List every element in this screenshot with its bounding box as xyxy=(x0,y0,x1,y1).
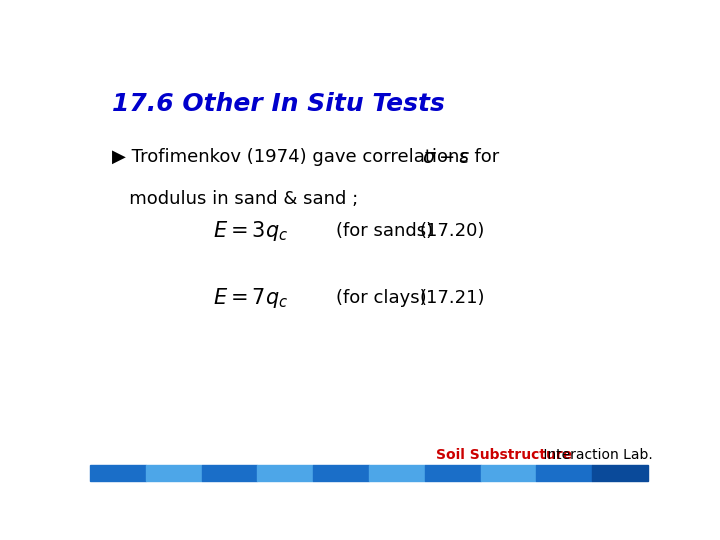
Text: $E = 7q_c$: $E = 7q_c$ xyxy=(213,286,288,309)
Bar xyxy=(593,465,648,481)
Text: $\sigma - \varepsilon$: $\sigma - \varepsilon$ xyxy=(422,148,470,167)
Text: (17.20): (17.20) xyxy=(419,222,485,240)
Bar xyxy=(313,465,369,481)
Bar xyxy=(369,465,425,481)
Bar xyxy=(90,465,145,481)
Text: 17.6 Other In Situ Tests: 17.6 Other In Situ Tests xyxy=(112,92,445,116)
Bar xyxy=(481,465,536,481)
Bar xyxy=(202,465,258,481)
Text: (for sands): (for sands) xyxy=(336,222,433,240)
Text: Interaction Lab.: Interaction Lab. xyxy=(539,448,653,462)
Text: Soil Substructure: Soil Substructure xyxy=(436,448,572,462)
Bar xyxy=(536,465,593,481)
Text: (17.21): (17.21) xyxy=(419,289,485,307)
Text: $E = 3q_c$: $E = 3q_c$ xyxy=(213,219,288,243)
Bar xyxy=(258,465,313,481)
Bar xyxy=(145,465,202,481)
Bar xyxy=(425,465,481,481)
Text: modulus in sand & sand ;: modulus in sand & sand ; xyxy=(112,190,359,207)
Text: ▶ Trofimenkov (1974) gave correlations for: ▶ Trofimenkov (1974) gave correlations f… xyxy=(112,148,500,166)
Text: (for clays): (for clays) xyxy=(336,289,426,307)
